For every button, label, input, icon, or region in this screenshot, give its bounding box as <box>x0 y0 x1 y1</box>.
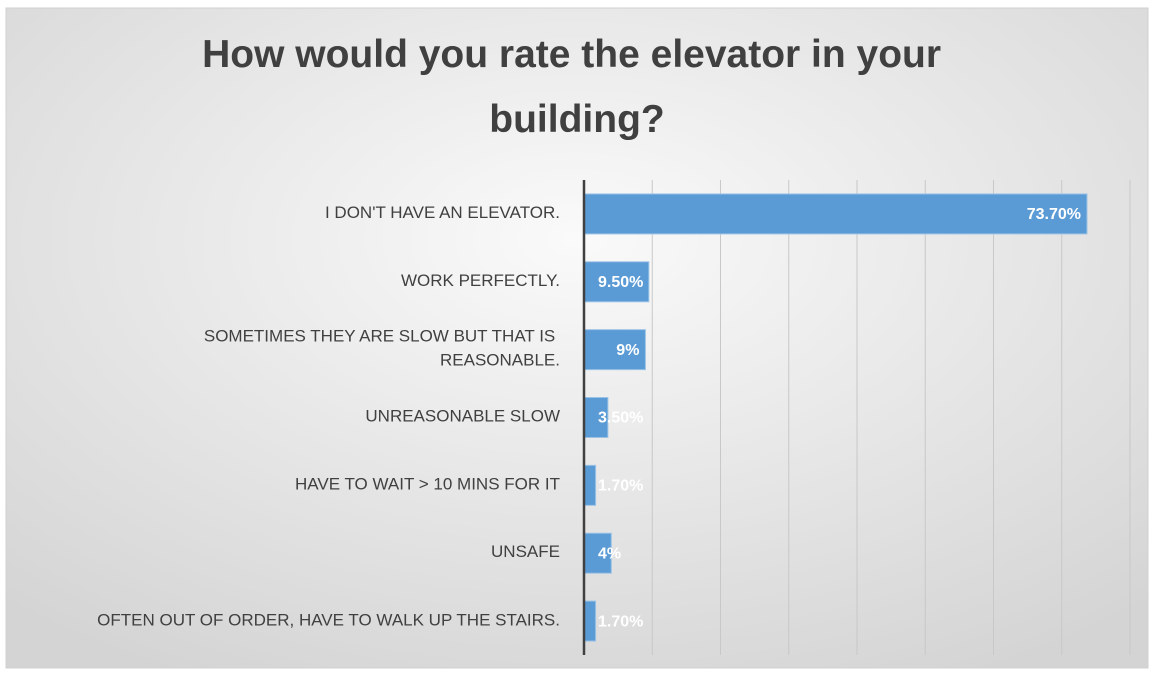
bar <box>583 261 650 303</box>
data-label: 1.70% <box>598 613 643 630</box>
y-tick-label: UNREASONABLE SLOW <box>365 407 560 426</box>
data-label: 9% <box>616 342 639 359</box>
chart-title: How would you rate the elevator in your … <box>202 33 952 141</box>
y-tick-label: WORK PERFECTLY. <box>401 271 560 290</box>
y-tick-label: SOMETIMES THEY ARE SLOW BUT THAT IS REAS… <box>204 327 560 370</box>
chart-background <box>5 7 1149 669</box>
data-label: 9.50% <box>598 274 643 291</box>
bar <box>583 600 597 642</box>
y-tick-label: UNSAFE <box>491 543 560 562</box>
data-label: 73.70% <box>1027 206 1081 223</box>
bar <box>583 464 597 506</box>
data-label: 3.50% <box>598 410 643 427</box>
bar <box>583 193 1088 235</box>
data-label: 4% <box>598 545 621 562</box>
y-tick-label: I DON'T HAVE AN ELEVATOR. <box>325 203 560 222</box>
bar <box>583 532 612 574</box>
y-tick-label: OFTEN OUT OF ORDER, HAVE TO WALK UP THE … <box>97 611 560 630</box>
data-label: 1.70% <box>598 478 643 495</box>
y-tick-label: HAVE TO WAIT > 10 MINS FOR IT <box>295 475 560 494</box>
